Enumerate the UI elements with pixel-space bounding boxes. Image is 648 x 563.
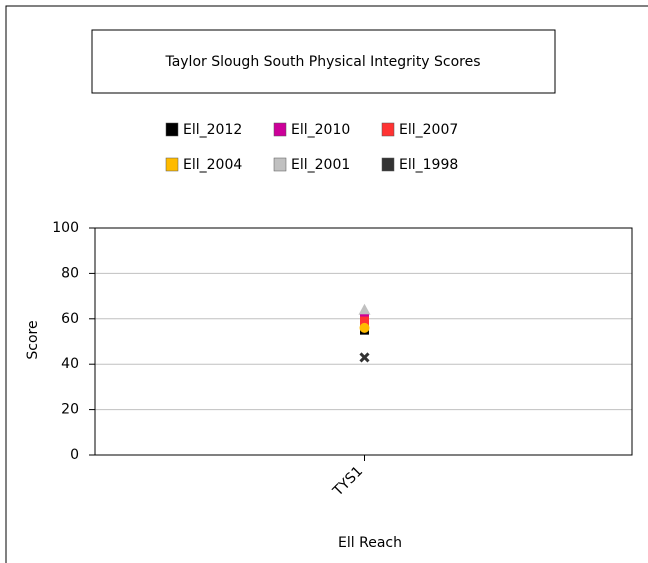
- y-tick-label: 100: [52, 220, 79, 236]
- y-axis-label: Score: [25, 320, 41, 359]
- point: [359, 352, 370, 363]
- legend-swatch: [165, 122, 179, 137]
- legend-swatch: [273, 122, 287, 137]
- y-tick-label: 80: [61, 265, 79, 281]
- plot-border: [94, 227, 633, 456]
- legend-label: Ell_2012: [183, 122, 242, 138]
- y-tick-label: 0: [70, 447, 79, 463]
- point: [358, 303, 371, 315]
- legend-label: Ell_2007: [399, 122, 458, 138]
- plot-area: [95, 228, 632, 455]
- legend-label: Ell_2004: [183, 157, 242, 173]
- legend-label: Ell_2010: [291, 122, 350, 138]
- chart-title: Taylor Slough South Physical Integrity S…: [164, 54, 480, 70]
- legend-swatch: [165, 157, 179, 172]
- legend-label: Ell_2001: [291, 157, 350, 173]
- legend-swatch: [381, 157, 395, 172]
- point: [360, 316, 369, 326]
- legend-swatch: [381, 122, 395, 137]
- y-tick-label: 40: [61, 356, 79, 372]
- point: [359, 322, 370, 333]
- title-box: [91, 29, 556, 94]
- x-axis-label: Ell Reach: [338, 535, 402, 551]
- y-tick-label: 60: [61, 311, 79, 327]
- legend-label: Ell_1998: [399, 157, 458, 173]
- legend-swatch: [273, 157, 287, 172]
- y-tick-label: 20: [61, 402, 79, 418]
